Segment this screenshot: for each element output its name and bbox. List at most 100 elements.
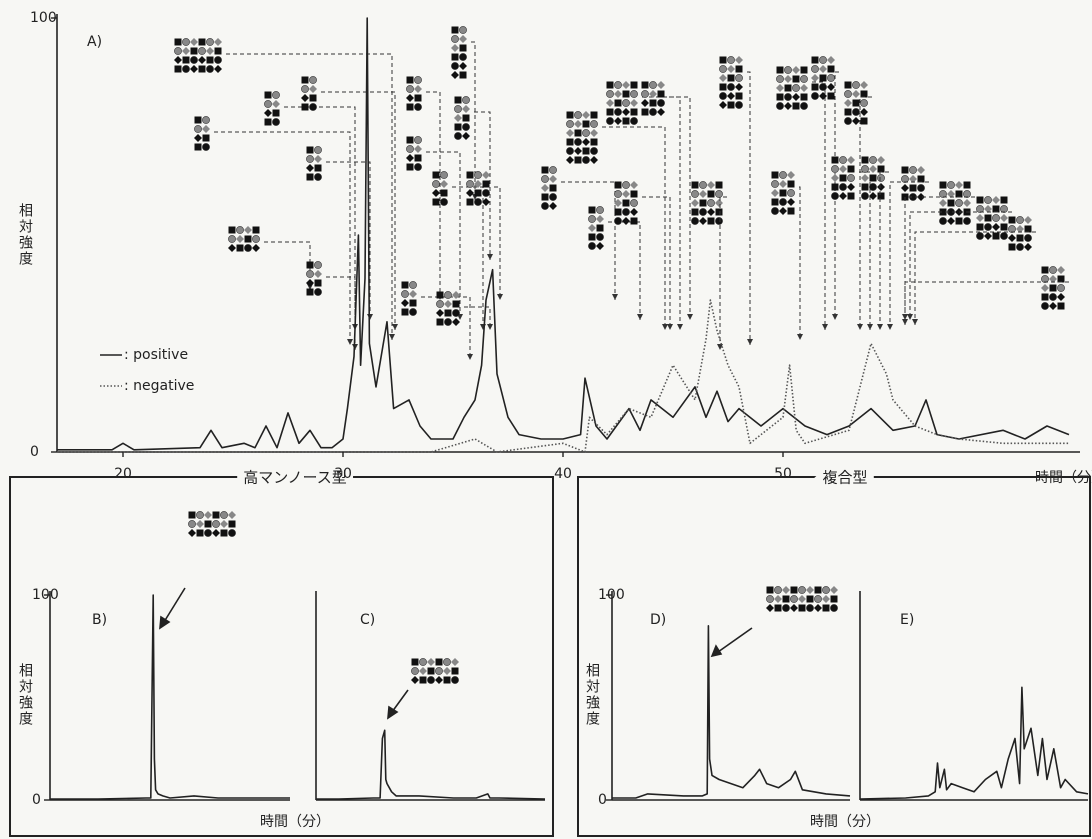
x-axis-label: 時間（分） [260, 814, 330, 830]
x-tick-label: 30 [334, 466, 352, 482]
glycan-diamond [839, 192, 847, 200]
glycan-circle [590, 120, 597, 127]
glycan-square [720, 84, 727, 91]
glycan-icon [541, 166, 618, 300]
glycan-circle [314, 261, 321, 268]
glycan-diamond [699, 190, 707, 198]
glycan-diamond [719, 74, 727, 82]
leader-line [812, 82, 825, 330]
glycan-circle [819, 56, 826, 63]
glycan-square [207, 57, 214, 64]
group-title: 高マンノース型 [243, 469, 347, 487]
glycan-circle [861, 165, 868, 172]
glycan-square [1042, 294, 1049, 301]
glycan-square [964, 182, 971, 189]
glycan-square [623, 200, 630, 207]
glycan-diamond [860, 81, 868, 89]
series-line [316, 730, 545, 799]
glycan-circle [309, 76, 316, 83]
glycan-diamond [727, 65, 735, 73]
glycan-square [445, 310, 452, 317]
glycan-circle [566, 147, 573, 154]
glycan-diamond [822, 595, 830, 603]
glycan-circle [719, 65, 726, 72]
glycan-circle [771, 180, 778, 187]
glycan-diamond [214, 65, 222, 73]
leader-arrow [867, 324, 873, 330]
glycan-diamond [1000, 214, 1008, 222]
glycan-circle [869, 183, 876, 190]
glycan-circle [549, 166, 556, 173]
glycan-square [199, 39, 206, 46]
glycan-diamond [806, 586, 814, 594]
glycan-square [189, 512, 196, 519]
glycan-circle [306, 270, 313, 277]
glycan-circle [792, 84, 799, 91]
glycan-square [692, 209, 699, 216]
glycan-diamond [814, 604, 822, 612]
glycan-square [820, 75, 827, 82]
glycan-circle [844, 117, 851, 124]
glycan-square [463, 115, 470, 122]
glycan-circle [727, 56, 734, 63]
y-axis-label: 相対強度 [17, 663, 33, 727]
leader-arrow [612, 294, 618, 300]
glycan-circle [588, 215, 595, 222]
glycan-circle [541, 175, 548, 182]
glycan-square [631, 218, 638, 225]
glycan-diamond [819, 65, 827, 73]
glycan-circle [992, 214, 999, 221]
glycan-square [708, 191, 715, 198]
glycan-circle [955, 199, 962, 206]
glycan-circle [190, 56, 197, 63]
glycan-icon [831, 156, 873, 330]
glycan-diamond [901, 184, 909, 192]
glycan-diamond [1008, 234, 1016, 242]
glycan-circle [406, 145, 413, 152]
glycan-square [175, 39, 182, 46]
glycan-square [807, 596, 814, 603]
glycan-square [650, 100, 657, 107]
glycan-square [460, 72, 467, 79]
glycan-diamond [574, 147, 582, 155]
glycan-square [237, 245, 244, 252]
glycan-square [433, 199, 440, 206]
glycan-icon [691, 181, 727, 350]
glycan-icon [719, 56, 753, 345]
glycan-square [658, 91, 665, 98]
glycan-circle [606, 117, 613, 124]
leader-arrow [637, 314, 643, 320]
panel-label: A) [87, 34, 102, 50]
glycan-icon [641, 81, 683, 330]
glycan-icon [766, 586, 838, 612]
leader-arrow [887, 324, 893, 330]
glycan-square [229, 521, 236, 528]
glycan-square [832, 157, 839, 164]
glycan-diamond [452, 318, 460, 326]
glycan-square [861, 91, 868, 98]
glycan-square [415, 155, 422, 162]
glycan-diamond [877, 156, 885, 164]
glycan-square [878, 166, 885, 173]
glycan-circle [798, 586, 805, 593]
glycan-diamond [436, 309, 444, 317]
leader-arrow [857, 324, 863, 330]
glycan-square [567, 112, 574, 119]
glycan-square [1009, 217, 1016, 224]
glycan-square [775, 605, 782, 612]
glycan-diamond [198, 56, 206, 64]
glycan-icon [174, 38, 395, 340]
leader-line [452, 187, 483, 330]
series-line [57, 18, 1069, 450]
x-tick-label: 20 [114, 466, 132, 482]
glycan-square [940, 182, 947, 189]
glycan-circle [596, 206, 603, 213]
glycan-diamond [194, 134, 202, 142]
glycan-square [265, 92, 272, 99]
glycan-diamond [766, 604, 774, 612]
leader-arrow [497, 294, 503, 300]
glycan-circle [474, 198, 481, 205]
glycan-square [1017, 235, 1024, 242]
glycan-circle [204, 529, 211, 536]
glycan-diamond [414, 85, 422, 93]
